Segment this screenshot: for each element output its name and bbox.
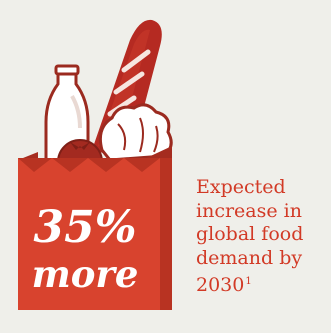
- grocery-bag-icon: [18, 146, 172, 310]
- caption-line-1: Expected: [196, 176, 286, 198]
- stat-percentage: 35%: [33, 202, 137, 253]
- stat-block: 35% more: [20, 202, 150, 296]
- caption-line-3: global food: [196, 223, 304, 245]
- caption-line-4: demand by: [196, 246, 303, 269]
- caption-year: 2030: [196, 274, 245, 296]
- caption-line-5: 20301: [196, 270, 328, 298]
- caption-text: Expected increase in global food demand …: [196, 176, 328, 298]
- stat-word: more: [31, 252, 139, 296]
- footnote-marker: 1: [245, 276, 252, 287]
- lettuce-icon: [98, 103, 173, 162]
- caption-line-2: increase in: [196, 199, 302, 222]
